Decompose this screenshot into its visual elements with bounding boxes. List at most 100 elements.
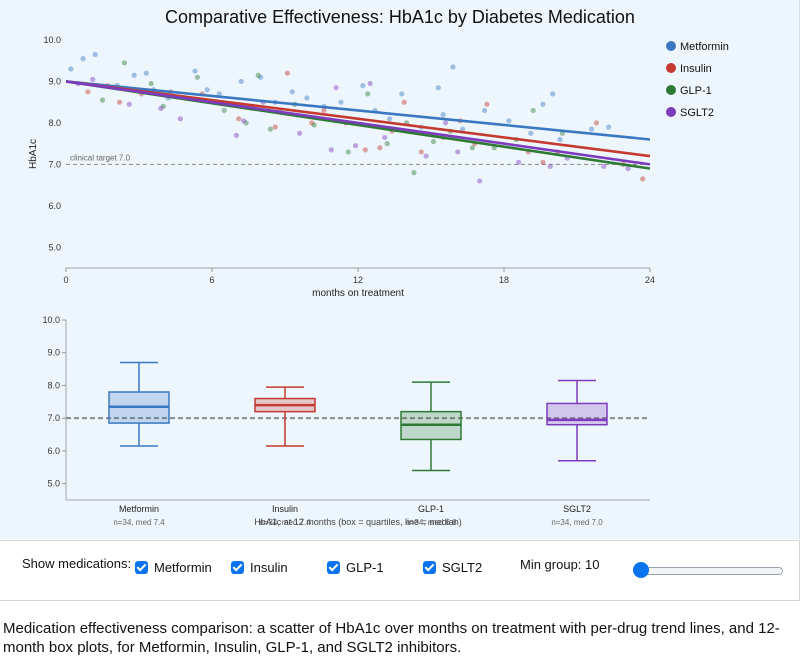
box-y-tick-label: 9.0 (47, 348, 60, 358)
box-sglt2 (546, 402, 608, 426)
controls-bar: Show medications: Metformin Insulin GLP-… (0, 540, 800, 601)
data-point-insulin (484, 101, 490, 107)
box-category-note: n=34, med 7.0 (551, 518, 603, 527)
box-y-tick-label: 7.0 (47, 413, 60, 423)
sglt2-checkbox-label: SGLT2 (442, 560, 483, 575)
data-point-glp1 (530, 107, 536, 114)
x-tick-label: 6 (209, 275, 214, 285)
data-point-glp1 (365, 91, 371, 97)
data-point-metformin (435, 85, 441, 91)
data-point-metformin (360, 83, 366, 89)
data-point-sglt2 (625, 165, 631, 172)
legend-label: Metformin (680, 41, 729, 53)
data-point-sglt2 (297, 130, 303, 136)
data-point-glp1 (255, 72, 261, 78)
data-point-insulin (116, 99, 123, 105)
glp1-checkbox[interactable]: GLP-1 (327, 560, 384, 575)
box-category-label: SGLT2 (563, 504, 591, 514)
box-category-note: n=34, med 7.4 (113, 518, 165, 527)
data-point-sglt2 (455, 149, 461, 155)
check-icon (423, 561, 436, 574)
data-point-sglt2 (177, 116, 183, 122)
data-point-sglt2 (547, 163, 553, 170)
data-point-glp1 (384, 141, 390, 147)
data-point-metformin (557, 136, 563, 143)
legend-swatch (666, 63, 676, 73)
chart-svg: Comparative Effectiveness: HbA1c by Diab… (28, 7, 729, 527)
data-point-sglt2 (328, 147, 334, 153)
trend-line-sglt2 (65, 80, 651, 166)
glp1-checkbox-label: GLP-1 (346, 560, 384, 575)
data-point-insulin (593, 120, 600, 126)
data-point-metformin (131, 72, 137, 78)
box-category-label: Insulin (272, 504, 298, 514)
box-y-tick-label: 10.0 (42, 315, 60, 325)
box-y-tick-label: 8.0 (47, 380, 60, 390)
show-medications-label: Show medications: (22, 556, 132, 571)
insulin-checkbox-label: Insulin (250, 560, 288, 575)
data-point-metformin (143, 70, 149, 76)
data-point-metformin (399, 91, 405, 97)
y-tick-label: 7.0 (48, 159, 61, 169)
legend-swatch (666, 107, 676, 117)
data-point-insulin (321, 107, 327, 114)
metformin-checkbox[interactable]: Metformin (135, 560, 212, 575)
data-point-sglt2 (90, 76, 96, 82)
data-point-metformin (338, 99, 344, 105)
data-point-glp1 (160, 103, 166, 109)
data-point-metformin (440, 112, 446, 118)
data-point-insulin (236, 116, 242, 122)
y-tick-label: 9.0 (48, 76, 61, 86)
data-point-glp1 (194, 74, 200, 80)
data-point-sglt2 (241, 118, 247, 124)
data-point-sglt2 (333, 85, 339, 91)
data-point-metformin (528, 130, 534, 136)
legend-label: Insulin (680, 63, 712, 75)
min-group-slider-thumb[interactable] (633, 562, 649, 578)
y-tick-label: 6.0 (48, 201, 61, 211)
data-point-sglt2 (516, 159, 522, 165)
data-point-metformin (589, 126, 595, 132)
data-point-metformin (192, 68, 198, 74)
min-group-slider[interactable] (635, 567, 783, 575)
data-point-sglt2 (233, 132, 239, 138)
data-point-sglt2 (367, 80, 373, 87)
min-group-label: Min group: 10 (520, 557, 600, 572)
data-point-insulin (540, 159, 546, 165)
x-tick-label: 18 (499, 275, 509, 285)
insulin-checkbox[interactable]: Insulin (231, 560, 288, 575)
metformin-checkbox-label: Metformin (154, 560, 212, 575)
data-point-sglt2 (382, 134, 388, 141)
data-point-metformin (216, 91, 222, 97)
data-point-metformin (540, 101, 546, 107)
chart-title: Comparative Effectiveness: HbA1c by Diab… (165, 7, 635, 27)
data-point-metformin (550, 91, 556, 97)
data-point-glp1 (221, 107, 227, 114)
data-point-glp1 (469, 145, 475, 151)
box-chart-title: HbA1c at 12 months (box = quartiles, lin… (254, 517, 462, 527)
box-category-label: GLP-1 (418, 504, 444, 514)
x-tick-label: 12 (353, 275, 363, 285)
data-point-metformin (258, 74, 264, 80)
x-axis-label: months on treatment (312, 288, 404, 299)
box-y-tick-label: 6.0 (47, 446, 60, 456)
data-point-sglt2 (477, 178, 483, 184)
box-y-tick-label: 5.0 (47, 479, 60, 489)
data-point-insulin (377, 145, 383, 151)
data-point-metformin (450, 64, 456, 70)
clinical-target-label: clinical target 7.0 (70, 153, 131, 162)
data-point-insulin (284, 70, 291, 76)
data-point-metformin (238, 78, 244, 85)
data-point-glp1 (99, 97, 106, 103)
y-tick-label: 5.0 (48, 242, 61, 252)
data-point-metformin (304, 95, 310, 101)
data-point-metformin (387, 116, 393, 122)
check-icon (135, 561, 148, 574)
data-point-insulin (309, 120, 315, 126)
data-point-metformin (506, 118, 512, 124)
box-category-label: Metformin (119, 504, 159, 514)
data-point-metformin (606, 124, 612, 130)
data-point-glp1 (148, 80, 154, 87)
sglt2-checkbox[interactable]: SGLT2 (423, 560, 482, 575)
data-point-metformin (481, 107, 488, 114)
